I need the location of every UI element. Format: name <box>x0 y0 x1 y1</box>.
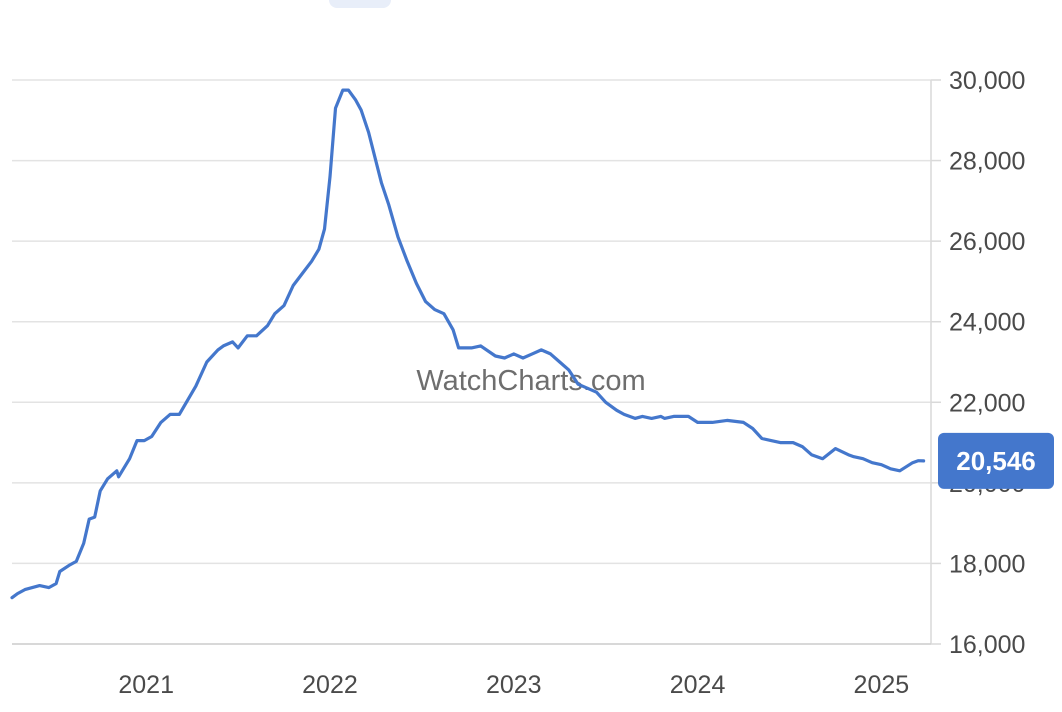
y-tick-label: 24,000 <box>949 309 1025 337</box>
x-tick-label: 2023 <box>486 671 542 699</box>
grid-lines <box>12 79 931 645</box>
y-tick-label: 26,000 <box>949 228 1025 256</box>
axes <box>12 79 941 645</box>
series-line <box>10 88 926 600</box>
y-tick-label: 18,000 <box>949 550 1025 578</box>
series-layer <box>10 88 926 600</box>
y-tick-label: 28,000 <box>949 148 1025 176</box>
last-value-badge-box <box>938 432 1054 489</box>
y-tick-label: 30,000 <box>949 67 1025 95</box>
y-tick-labels: 16,00018,00020,00022,00024,00026,00028,0… <box>949 67 1025 659</box>
x-tick-labels: 2021 2022 2023 2024 2025 <box>118 671 909 699</box>
x-tick-label: 2021 <box>118 671 174 699</box>
y-tick-label: 16,000 <box>949 631 1025 659</box>
watermark-text: WatchCharts.com <box>416 365 645 397</box>
last-value-label: 20,546 <box>956 446 1036 476</box>
y-tick-label: 22,000 <box>949 389 1025 417</box>
x-tick-label: 2024 <box>670 671 726 699</box>
x-tick-label: 2025 <box>854 671 910 699</box>
last-value-badge: 20,546 <box>938 432 1054 489</box>
top-tab-fragment[interactable] <box>329 0 391 8</box>
x-tick-label: 2022 <box>302 671 358 699</box>
